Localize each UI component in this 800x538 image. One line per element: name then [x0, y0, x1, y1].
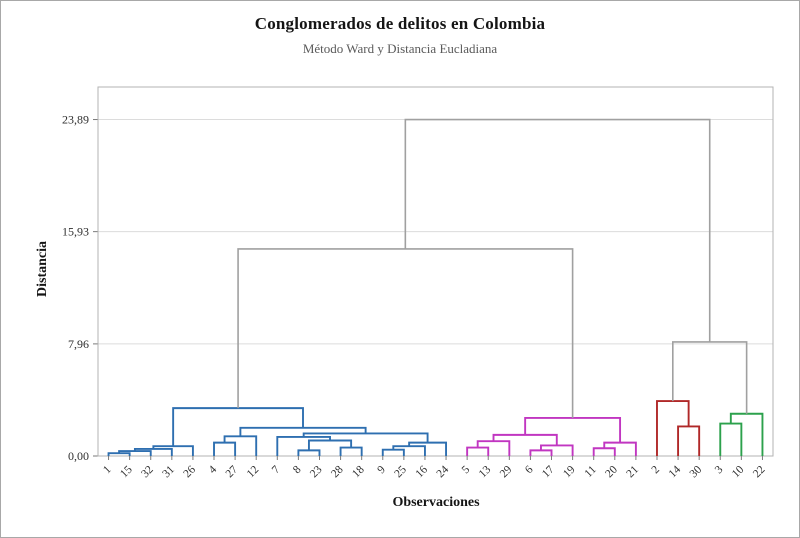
dendrogram-link-blue [172, 407, 304, 447]
x-leaf-label: 4 [207, 463, 220, 476]
x-leaf-label: 31 [160, 463, 177, 480]
x-leaf-label: 9 [375, 463, 388, 476]
dendrogram-link-magenta [466, 446, 490, 456]
dendrogram-link-blue [276, 436, 331, 456]
dendrogram-link-red [656, 400, 690, 456]
y-tick-label: 23,89 [62, 113, 89, 127]
x-leaf-label: 30 [688, 463, 705, 480]
dendrogram-link-blue [392, 445, 426, 456]
dendrogram-link-magenta [603, 441, 637, 456]
x-leaf-label: 24 [435, 463, 452, 480]
x-leaf-label: 16 [413, 463, 430, 480]
dendrogram-link-red [677, 425, 701, 456]
dendrogram-link-blue [213, 441, 237, 456]
dendrogram-link-magenta [476, 440, 511, 456]
x-leaf-label: 18 [350, 463, 367, 480]
dendrogram-link-blue [133, 448, 173, 456]
y-tick-label: 15,93 [62, 225, 89, 239]
x-leaf-label: 3 [713, 463, 726, 476]
x-leaf-label: 7 [270, 463, 283, 476]
chart-subtitle: Método Ward y Distancia Eucladiana [302, 41, 498, 56]
x-leaf-label: 27 [224, 463, 241, 480]
y-tick-label: 7,96 [68, 337, 89, 351]
plot-border [97, 86, 774, 457]
dendrogram-link-green [719, 422, 743, 456]
x-leaf-label: 20 [603, 463, 620, 480]
x-axis-label: Observaciones [392, 495, 480, 510]
dendrogram-link-magenta [492, 433, 558, 446]
dendrogram-link-blue [339, 446, 363, 456]
x-leaf-label: 32 [139, 463, 156, 480]
x-leaf-label: 2 [650, 463, 663, 476]
chart-title: Conglomerados de delitos en Colombia [254, 14, 546, 33]
dendrogram-link-magenta [529, 449, 553, 456]
dendrogram-link-blue [302, 432, 429, 443]
x-leaf-label: 8 [291, 463, 304, 476]
dendrogram-link-blue [307, 439, 353, 451]
x-leaf-label: 12 [245, 463, 262, 480]
dendrogram-link-green [729, 412, 764, 456]
dendrogram-link-blue [118, 450, 152, 456]
x-leaf-label: 17 [540, 463, 557, 480]
x-leaf-label: 15 [118, 463, 135, 480]
x-leaf-label: 5 [460, 463, 473, 476]
x-leaf-label: 22 [751, 463, 768, 480]
y-tick-label: 0,00 [68, 449, 89, 463]
x-leaf-label: 1 [101, 463, 114, 476]
x-leaf-label: 26 [181, 463, 198, 480]
dendrogram-link-blue [381, 448, 405, 456]
x-leaf-label: 6 [523, 463, 536, 476]
x-leaf-label: 11 [583, 463, 599, 479]
dendrogram-link-gray [237, 248, 574, 418]
dendrogram-link-blue [223, 435, 258, 456]
dendrogram-link-blue [297, 449, 321, 456]
x-leaf-label: 25 [392, 463, 409, 480]
dendrogram-link-gray [404, 118, 711, 342]
dendrogram-link-blue [152, 445, 194, 456]
x-leaf-label: 21 [624, 463, 641, 480]
x-leaf-label: 13 [477, 463, 494, 480]
dendrogram-link-magenta [592, 447, 616, 456]
x-leaf-label: 19 [561, 463, 578, 480]
dendrogram-link-magenta [524, 417, 622, 443]
dendrogram-link-gray [672, 341, 748, 414]
dendrogram-link-blue [408, 441, 447, 456]
x-leaf-label: 14 [667, 463, 684, 480]
x-leaf-label: 23 [308, 463, 325, 480]
x-leaf-label: 29 [498, 463, 515, 480]
x-leaf-label: 10 [730, 463, 747, 480]
x-leaf-label: 28 [329, 463, 346, 480]
